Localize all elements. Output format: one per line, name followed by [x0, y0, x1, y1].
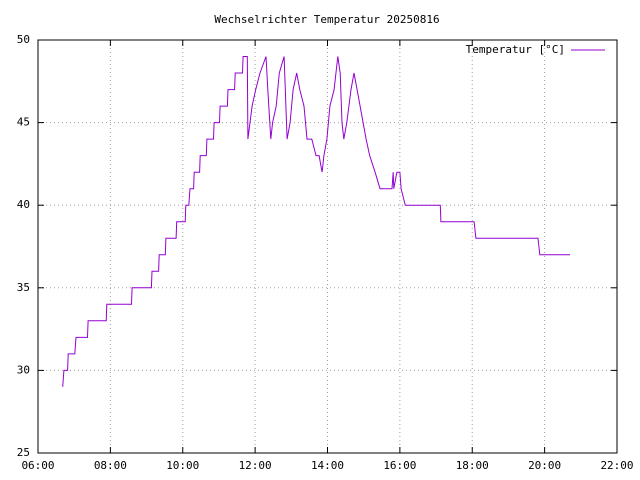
x-tick-label: 18:00 — [456, 459, 489, 472]
x-tick-label: 08:00 — [94, 459, 127, 472]
y-tick-label: 50 — [17, 33, 30, 46]
y-tick-label: 30 — [17, 363, 30, 376]
legend-label: Temperatur [°C] — [466, 43, 565, 56]
x-tick-label: 06:00 — [21, 459, 54, 472]
x-tick-label: 16:00 — [383, 459, 416, 472]
y-tick-label: 45 — [17, 116, 30, 129]
x-tick-label: 20:00 — [528, 459, 561, 472]
series-line — [62, 56, 570, 387]
chart-title: Wechselrichter Temperatur 20250816 — [214, 13, 439, 26]
plot-border — [37, 39, 618, 454]
x-tick-label: 14:00 — [311, 459, 344, 472]
y-tick-label: 40 — [17, 198, 30, 211]
x-tick-label: 12:00 — [239, 459, 272, 472]
x-tick-label: 22:00 — [600, 459, 633, 472]
y-tick-label: 25 — [17, 446, 30, 459]
y-tick-label: 35 — [17, 281, 30, 294]
x-tick-label: 10:00 — [166, 459, 199, 472]
